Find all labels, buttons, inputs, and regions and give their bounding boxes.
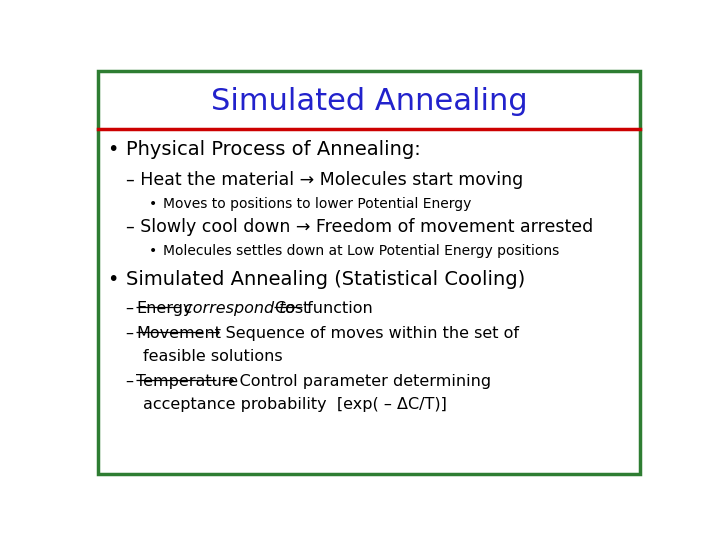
Text: –: – [126, 301, 140, 316]
Text: Temperature: Temperature [137, 374, 238, 389]
Text: Physical Process of Annealing:: Physical Process of Annealing: [126, 140, 421, 159]
Text: Simulated Annealing: Simulated Annealing [211, 87, 527, 116]
Text: correspond to: correspond to [184, 301, 295, 316]
Text: –: – [126, 326, 140, 341]
Text: Energy: Energy [137, 301, 193, 316]
Text: Cost: Cost [274, 301, 310, 316]
Text: – Slowly cool down → Freedom of movement arrested: – Slowly cool down → Freedom of movement… [126, 218, 593, 236]
Text: –: – [126, 374, 140, 389]
Text: function: function [302, 301, 372, 316]
Text: Moves to positions to lower Potential Energy: Moves to positions to lower Potential En… [163, 197, 471, 211]
Text: Molecules settles down at Low Potential Energy positions: Molecules settles down at Low Potential … [163, 244, 559, 258]
Text: •: • [107, 140, 118, 159]
Text: •: • [148, 197, 157, 211]
Text: Simulated Annealing (Statistical Cooling): Simulated Annealing (Statistical Cooling… [126, 270, 526, 289]
Text: •: • [107, 270, 118, 289]
Text: Movement: Movement [137, 326, 222, 341]
Text: → Control parameter determining: → Control parameter determining [215, 374, 491, 389]
Text: acceptance probability  [exp( – ΔC/T)]: acceptance probability [exp( – ΔC/T)] [143, 396, 447, 411]
Text: – Heat the material → Molecules start moving: – Heat the material → Molecules start mo… [126, 171, 523, 189]
Text: feasible solutions: feasible solutions [143, 349, 283, 364]
FancyBboxPatch shape [99, 71, 639, 474]
Text: •: • [148, 244, 157, 258]
Text: → Sequence of moves within the set of: → Sequence of moves within the set of [202, 326, 519, 341]
